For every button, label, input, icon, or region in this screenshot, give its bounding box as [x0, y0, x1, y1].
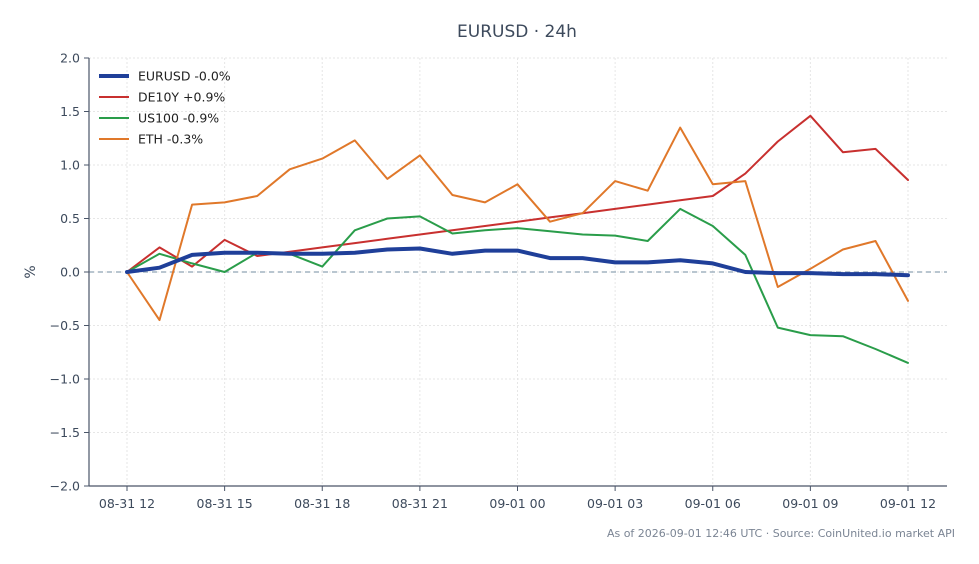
footer-source: As of 2026-09-01 12:46 UTC · Source: Coi… [607, 527, 955, 540]
x-tick-label: 09-01 09 [782, 496, 838, 511]
x-axis-ticks: 08-31 12 08-31 15 08-31 18 08-31 21 09-01 00… [99, 486, 936, 511]
series-line-de10y [126, 114, 909, 273]
series-line-eth [126, 126, 909, 322]
legend: EURUSD -0.0% DE10Y +0.9% US100 -0.9% ETH -0… [99, 69, 231, 147]
x-tick-label: 09-01 03 [587, 496, 643, 511]
y-tick-label: −0.5 [50, 318, 80, 333]
y-axis-label: % [23, 265, 39, 278]
x-tick-label: 08-31 15 [197, 496, 253, 511]
y-tick-label: 0.5 [60, 211, 80, 226]
y-tick-label: 1.0 [60, 158, 80, 173]
legend-label: ETH -0.3% [138, 132, 203, 147]
legend-label: US100 -0.9% [138, 111, 219, 126]
y-tick-label: 1.5 [60, 104, 80, 119]
x-tick-label: 08-31 12 [99, 496, 155, 511]
grid [89, 57, 947, 487]
series-layer [125, 114, 910, 364]
y-tick-label: 2.0 [60, 51, 80, 66]
x-tick-label: 09-01 12 [880, 496, 936, 511]
legend-label: DE10Y +0.9% [138, 90, 225, 105]
y-tick-label: −1.5 [50, 425, 80, 440]
x-tick-label: 09-01 00 [489, 496, 545, 511]
legend-label: EURUSD -0.0% [138, 69, 231, 84]
x-tick-label: 09-01 06 [685, 496, 741, 511]
y-tick-label: −2.0 [50, 479, 80, 494]
x-tick-label: 08-31 21 [392, 496, 448, 511]
y-tick-label: 0.0 [60, 265, 80, 280]
series-line-eurusd [125, 246, 910, 278]
chart-title: EURUSD · 24h [457, 22, 577, 42]
x-tick-label: 08-31 18 [294, 496, 350, 511]
y-axis-ticks: −2.0 −1.5 −1.0 −0.5 0.0 0.5 1.0 1.5 2.0 [50, 51, 89, 494]
y-tick-label: −1.0 [50, 372, 80, 387]
